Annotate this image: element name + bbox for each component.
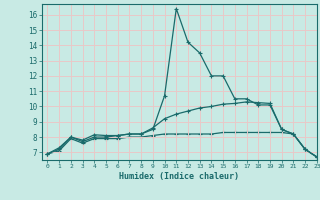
X-axis label: Humidex (Indice chaleur): Humidex (Indice chaleur) [119, 172, 239, 181]
